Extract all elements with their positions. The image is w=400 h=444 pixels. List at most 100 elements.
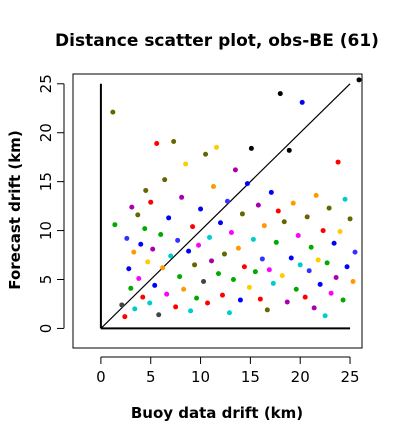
data-point [350,278,356,284]
data-point [322,313,328,319]
y-tick-label: 0 [37,324,55,334]
data-point [266,267,272,273]
data-point [224,198,230,204]
x-axis: 0 5 10 15 20 25 [96,356,360,386]
points-layer [110,77,362,320]
data-point [205,300,211,306]
data-point [162,177,168,183]
data-point [164,291,170,297]
data-point [290,200,296,206]
data-point [344,264,350,270]
data-point [124,235,130,241]
y-tick-label: 5 [37,275,55,285]
data-point [333,275,339,281]
y-tick-label: 15 [37,172,55,191]
data-point [315,257,321,263]
data-point [264,307,270,313]
data-point [194,295,200,301]
data-point [209,258,215,264]
data-point [259,256,265,262]
y-tick-label: 25 [37,74,55,93]
data-point [270,280,276,286]
data-point [168,253,174,259]
data-point [340,297,346,303]
data-point [244,181,250,187]
data-point [138,241,144,247]
data-point [156,312,162,318]
data-point [147,300,153,306]
data-point [248,145,254,151]
data-point [175,237,181,243]
data-point [279,273,285,279]
data-point [215,271,221,277]
data-point [203,151,209,157]
data-point [352,249,358,255]
data-point [356,77,362,83]
data-point [136,276,142,282]
data-point [177,274,183,280]
data-point [311,305,317,311]
data-point [145,259,151,265]
data-point [302,294,308,300]
data-point [152,282,158,288]
data-point [288,255,294,261]
data-point [112,222,118,228]
data-point [232,167,238,173]
data-point [135,212,141,218]
data-point [326,205,332,211]
data-point [211,184,217,190]
data-point [126,266,132,272]
data-point [246,284,252,290]
data-point [304,214,310,220]
chart-title: Distance scatter plot, obs-BE (61) [55,31,379,51]
data-point [324,260,330,266]
data-point [217,220,223,226]
data-point [299,99,305,105]
data-point [142,226,148,232]
data-point [306,268,312,274]
data-point [313,192,319,198]
data-point [132,306,138,312]
x-tick-label: 15 [241,368,260,386]
data-point [154,140,160,146]
data-point [317,281,323,287]
y-axis: 0 5 10 15 20 25 [37,74,65,334]
data-point [190,224,196,230]
x-tick-label: 5 [146,368,156,386]
data-point [250,236,256,242]
data-point [226,310,232,316]
data-point [122,314,128,320]
data-point [171,139,177,145]
data-point [207,234,213,240]
data-point [286,147,292,153]
data-point [148,199,154,205]
data-point [186,248,192,254]
data-point [320,228,326,234]
x-tick-label: 10 [191,368,210,386]
data-point [166,215,172,221]
data-point [183,161,189,167]
data-point [214,144,220,150]
data-point [110,109,116,115]
data-point [129,204,135,210]
data-point [143,187,149,193]
data-point [221,251,227,257]
data-point [173,304,179,310]
data-point [342,196,348,202]
data-point [297,262,303,268]
data-point [150,246,156,252]
data-point [335,159,341,165]
x-tick-label: 20 [291,368,310,386]
data-point [230,277,236,282]
data-point [328,290,334,296]
data-point [219,292,225,298]
data-point [192,262,198,268]
data-point [281,219,287,225]
data-point [347,216,353,222]
data-point [201,278,207,284]
y-tick-label: 10 [37,221,55,240]
data-point [277,91,283,97]
data-point [331,240,337,246]
data-point [284,299,290,305]
